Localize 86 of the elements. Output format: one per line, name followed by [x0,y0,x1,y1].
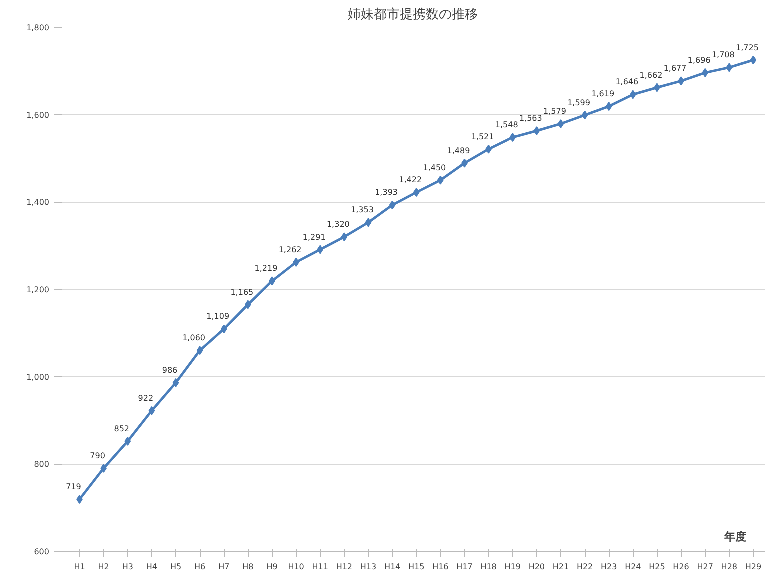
point [389,200,396,210]
data-label: 1,262 [278,245,302,254]
x-tick-label: H23 [601,562,618,572]
x-tick-label: H16 [432,562,449,572]
x-tick-label: H5 [170,562,182,572]
x-tick-label: H8 [242,562,254,572]
x-tick-label: H24 [625,562,642,572]
point [341,232,348,242]
data-label: 1,725 [736,43,759,52]
data-label: 1,677 [664,64,687,74]
y-tick-label: 1,200 [26,286,50,294]
point [558,120,564,129]
x-tick-label: H26 [673,562,690,572]
data-label: 1,291 [302,232,326,242]
data-label: 1,489 [447,146,470,156]
data-label: 1,219 [254,264,278,274]
data-label: 1,662 [640,70,663,80]
point [630,90,636,100]
data-label: 1,422 [399,176,422,185]
chart-title: 姉妹都市提携数の推移 [348,8,478,22]
point [606,102,612,112]
x-tick-label: H21 [552,562,570,572]
point [582,110,588,120]
x-tick-label: H20 [528,562,546,572]
data-label: 1,109 [206,312,230,322]
x-tick-label: H13 [360,562,377,572]
point [124,436,132,446]
point [148,406,156,416]
x-tick-label: H14 [384,562,401,572]
x-tick-label: H17 [456,562,473,572]
y-tick-label: 1,600 [26,110,50,120]
x-tick-label: H15 [408,562,425,572]
x-tick-label: H28 [721,562,738,572]
data-label: 986 [162,366,178,375]
data-label: 1,548 [495,120,518,130]
data-label: 1,579 [544,107,566,116]
point [172,378,180,388]
point [365,218,372,228]
data-label: 852 [114,424,130,434]
y-tick-label: 800 [34,460,50,470]
data-label: 790 [90,452,106,461]
data-label: 719 [66,482,82,492]
y-tick-label: 1,400 [26,198,50,208]
data-label: 1,696 [688,56,711,65]
x-tick-label: H11 [312,562,328,572]
x-axis-title: 年度 [723,530,746,544]
data-label: 1,353 [351,206,374,215]
x-tick-label: H3 [122,562,134,572]
x-tick-label: H27 [697,562,714,572]
x-tick-label: H7 [218,562,230,572]
x-tick-label: H10 [288,562,304,572]
data-label: 1,450 [423,163,446,172]
x-tick-label: H1 [74,562,86,572]
x-tick-label: H2 [98,562,110,572]
point [220,324,228,334]
x-tick-label: H18 [480,562,497,572]
data-label: 1,320 [326,220,350,230]
y-tick-label: 600 [34,548,50,556]
data-label: 1,393 [375,188,398,198]
data-label: 1,060 [182,334,206,343]
x-tick-label: H9 [266,562,278,572]
point [413,188,420,198]
point [726,63,733,72]
data-label: 1,599 [568,98,590,108]
point [750,56,757,65]
x-tick-label: H22 [576,562,594,572]
data-label: 922 [138,394,154,403]
data-label: 1,563 [519,114,542,123]
data-label: 1,165 [230,288,254,297]
point [317,245,324,254]
x-tick-label: H25 [649,562,666,572]
x-tick-label: H19 [504,562,521,572]
point [534,126,540,136]
data-label: 1,708 [712,50,735,60]
data-label: 1,646 [616,78,639,87]
data-label: 1,619 [592,90,615,99]
y-tick-label: 1,000 [26,372,50,382]
point [510,133,516,142]
x-tick-label: H29 [745,562,762,572]
point [702,68,709,78]
y-tick-label: 1,800 [26,24,50,32]
data-label: 1,521 [471,132,494,142]
x-tick-label: H12 [336,562,353,572]
x-tick-label: H4 [146,562,158,572]
point [196,346,204,356]
x-tick-label: H6 [194,562,206,572]
